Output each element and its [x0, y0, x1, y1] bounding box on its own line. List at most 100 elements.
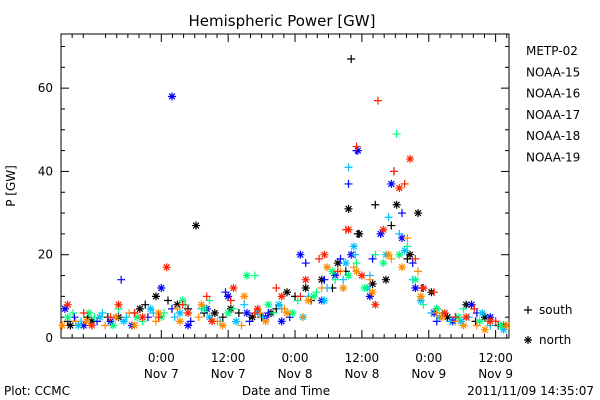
north-point [309, 292, 318, 301]
south-point [387, 221, 396, 230]
north-point [66, 321, 75, 330]
x-tick-label-date: Nov 7 [144, 367, 179, 381]
legend-entry: NOAA-18 [526, 129, 580, 143]
south-point [403, 234, 412, 243]
south-point [368, 254, 377, 263]
south-point [250, 271, 259, 280]
south-point [101, 321, 110, 330]
north-point [344, 271, 353, 280]
north-point [130, 321, 139, 330]
south-point [392, 129, 401, 138]
south-point [170, 313, 179, 322]
north-point [58, 321, 67, 330]
south-point [234, 309, 243, 318]
north-point [229, 284, 238, 293]
y-tick-label: 40 [38, 164, 53, 178]
south-point [79, 309, 88, 318]
south-point [71, 317, 80, 326]
south-point [299, 313, 308, 322]
north-point [344, 225, 353, 234]
north-point [146, 304, 155, 313]
south-point [141, 300, 150, 309]
x-tick-label-date: Nov 8 [278, 367, 313, 381]
north-point [157, 284, 166, 293]
south-point [432, 317, 441, 326]
north-point [459, 321, 468, 330]
north-point [240, 292, 249, 301]
north-point [224, 292, 233, 301]
north-point [357, 271, 366, 280]
south-point [151, 317, 160, 326]
north-point [419, 284, 428, 293]
x-tick-label-time: 12:00 [211, 351, 246, 365]
north-point [328, 267, 337, 276]
north-point [456, 317, 465, 326]
north-point [333, 259, 342, 268]
north-point [462, 313, 471, 322]
north-point [111, 313, 120, 322]
south-point [250, 309, 259, 318]
y-tick-label: 20 [38, 248, 53, 262]
north-point [176, 309, 185, 318]
north-point [462, 300, 471, 309]
x-axis-label: Date and Time [242, 384, 330, 398]
south-point [451, 313, 460, 322]
north-point [114, 300, 123, 309]
north-point [87, 317, 96, 326]
south-point [130, 309, 139, 318]
south-point [245, 317, 254, 326]
south-point [389, 167, 398, 176]
south-point [312, 288, 321, 297]
north-point [496, 321, 505, 330]
north-point [63, 300, 72, 309]
south-point [163, 296, 172, 305]
north-point [151, 292, 160, 301]
north-point [368, 288, 377, 297]
south-point [226, 296, 235, 305]
x-tick-label-time: 12:00 [478, 351, 513, 365]
north-point [411, 275, 420, 284]
south-point [315, 254, 324, 263]
north-point [406, 154, 415, 163]
north-point [277, 317, 286, 326]
south-point [419, 300, 428, 309]
south-point [349, 263, 358, 272]
x-tick-label-date: Nov 9 [478, 367, 513, 381]
north-point [242, 271, 251, 280]
north-point [344, 204, 353, 213]
north-point [443, 313, 452, 322]
legend-entry: NOAA-15 [526, 65, 580, 79]
y-axis: 0 20 40 60 [38, 45, 509, 345]
north-point [248, 313, 257, 322]
north-point [384, 250, 393, 259]
north-point [438, 313, 447, 322]
north-point [406, 250, 415, 259]
south-point [387, 254, 396, 263]
south-point [403, 254, 412, 263]
south-point [371, 250, 380, 259]
north-point [360, 284, 369, 293]
north-point [304, 296, 313, 305]
north-point [218, 321, 227, 330]
legend-entry: NOAA-17 [526, 108, 580, 122]
north-point [416, 292, 425, 301]
south-point [371, 200, 380, 209]
north-point [398, 234, 407, 243]
x-tick-label-time: 0:00 [148, 351, 175, 365]
north-point [184, 309, 193, 318]
north-point [106, 317, 115, 326]
north-point [371, 300, 380, 309]
north-point [232, 317, 241, 326]
north-point [82, 317, 91, 326]
north-point [109, 321, 118, 330]
north-point [288, 309, 297, 318]
north-point [200, 304, 209, 313]
south-point [470, 304, 479, 313]
north-point [331, 271, 340, 280]
north-point [296, 250, 305, 259]
north-point [277, 292, 286, 301]
north-point [347, 250, 356, 259]
south-point [339, 275, 348, 284]
north-point [133, 313, 142, 322]
